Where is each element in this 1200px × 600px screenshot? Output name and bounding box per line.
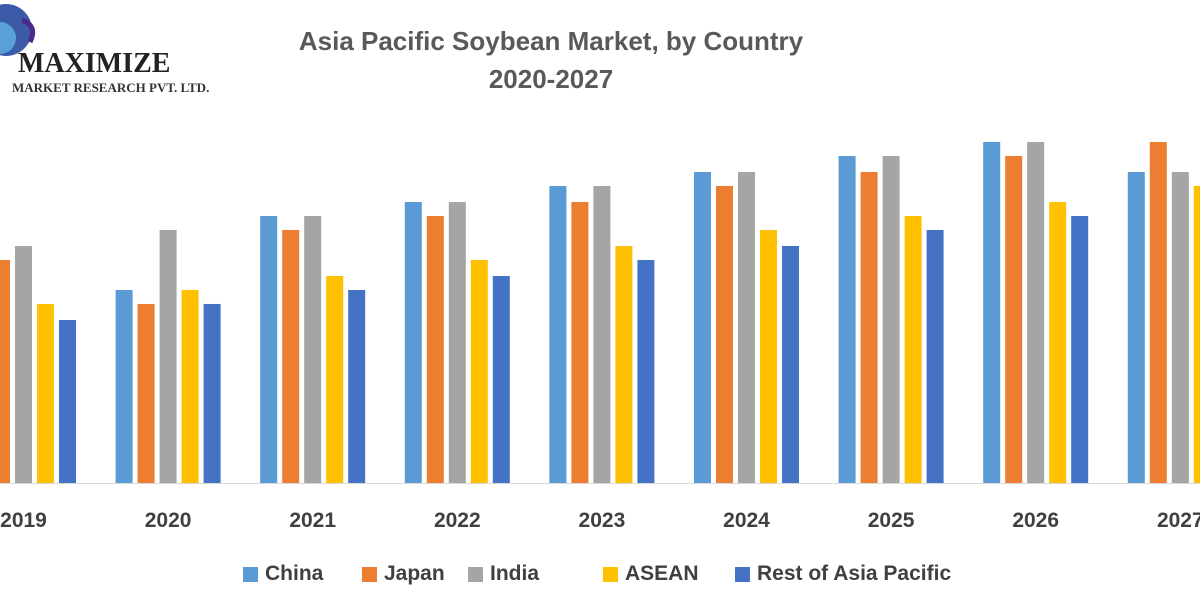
- legend-swatch: [735, 566, 750, 582]
- bar-asean-2022: [470, 259, 488, 483]
- logo: MAXIMIZE MARKET RESEARCH PVT. LTD.: [0, 0, 240, 100]
- legend-item: Rest of Asia Pacific: [735, 562, 951, 586]
- bar-china-2021: [260, 215, 278, 483]
- bar-rest-of-asia-pacific-2019: [59, 320, 76, 483]
- legend-label: China: [265, 562, 324, 585]
- bar-asean-2027: [1193, 185, 1200, 483]
- bar-japan-2024: [716, 185, 733, 483]
- bar-asean-2026: [1049, 202, 1067, 484]
- bar-china-2025: [838, 155, 856, 483]
- legend-label: India: [490, 562, 540, 585]
- legend-label: Japan: [384, 562, 445, 585]
- bar-china-2020: [115, 289, 133, 483]
- bar-rest-of-asia-pacific-2026: [1071, 215, 1089, 483]
- bar-india-2022: [448, 202, 466, 484]
- logo-line2: MARKET RESEARCH PVT. LTD.: [12, 80, 209, 95]
- chart-subtitle: 2020-2027: [488, 64, 614, 94]
- legend-item: India: [468, 562, 539, 586]
- bar-india-2027: [1171, 172, 1189, 483]
- legend-swatch: [243, 566, 258, 582]
- bar-asean-2020: [181, 289, 199, 483]
- x-tick-label: 2026: [1012, 509, 1059, 532]
- x-tick-label: 2020: [145, 509, 192, 532]
- bar-china-2026: [983, 142, 1001, 483]
- bar-india-2020: [159, 229, 177, 483]
- bar-asean-2019: [37, 303, 54, 483]
- globe-logo-icon: MAXIMIZE MARKET RESEARCH PVT. LTD.: [0, 4, 209, 95]
- bar-japan-2026: [1005, 155, 1023, 483]
- x-tick-label: 2019: [0, 509, 47, 532]
- bar-china-2023: [549, 185, 567, 483]
- bar-china-2024: [694, 172, 711, 483]
- bar-rest-of-asia-pacific-2022: [492, 276, 510, 483]
- legend-label: Rest of Asia Pacific: [757, 562, 952, 585]
- bar-china-2022: [404, 202, 422, 484]
- legend-swatch: [362, 566, 377, 582]
- legend-item: ASEAN: [603, 562, 699, 586]
- bar-india-2026: [1027, 142, 1045, 483]
- bar-india-2019: [15, 246, 32, 483]
- bar-rest-of-asia-pacific-2024: [782, 246, 799, 483]
- logo-line1: MAXIMIZE: [18, 48, 170, 79]
- bar-india-2024: [738, 172, 755, 483]
- x-tick-label: 2027: [1157, 509, 1200, 532]
- bar-japan-2019: [0, 259, 10, 483]
- chart-title: Asia Pacific Soybean Market, by Country: [298, 26, 804, 56]
- bar-rest-of-asia-pacific-2020: [203, 303, 221, 483]
- x-tick-label: 2023: [579, 509, 626, 532]
- x-tick-label: 2025: [868, 509, 915, 532]
- legend-swatch: [468, 566, 483, 582]
- bar-japan-2023: [571, 202, 589, 484]
- bar-china-2027: [1127, 172, 1145, 483]
- x-tick-label: 2021: [289, 509, 336, 532]
- bar-asean-2024: [760, 229, 777, 483]
- chart-title-block: Asia Pacific Soybean Market, by Country …: [250, 22, 852, 98]
- bar-japan-2021: [282, 229, 300, 483]
- legend-item: China: [243, 562, 323, 586]
- bar-chart: 2019 2020 2021 2022 2023 2024 2025 2026 2027: [0, 142, 1200, 532]
- legend-swatch: [603, 566, 618, 582]
- bar-asean-2021: [326, 276, 344, 483]
- bar-rest-of-asia-pacific-2023: [637, 259, 655, 483]
- bar-india-2023: [593, 185, 611, 483]
- bar-rest-of-asia-pacific-2025: [926, 229, 944, 483]
- bar-japan-2025: [860, 172, 878, 483]
- legend: China Japan India ASEAN Rest of Asia Pacific: [0, 562, 1200, 590]
- bar-rest-of-asia-pacific-2021: [348, 289, 366, 483]
- bar-japan-2020: [137, 303, 155, 483]
- bar-japan-2027: [1149, 142, 1167, 483]
- bar-asean-2025: [904, 215, 922, 483]
- legend-item: Japan: [362, 562, 445, 586]
- bar-asean-2023: [615, 246, 633, 483]
- bar-india-2021: [304, 215, 322, 483]
- x-tick-label: 2024: [723, 509, 770, 532]
- bar-india-2025: [882, 155, 900, 483]
- bar-japan-2022: [426, 215, 444, 483]
- x-tick-label: 2022: [434, 509, 481, 532]
- legend-label: ASEAN: [625, 562, 699, 585]
